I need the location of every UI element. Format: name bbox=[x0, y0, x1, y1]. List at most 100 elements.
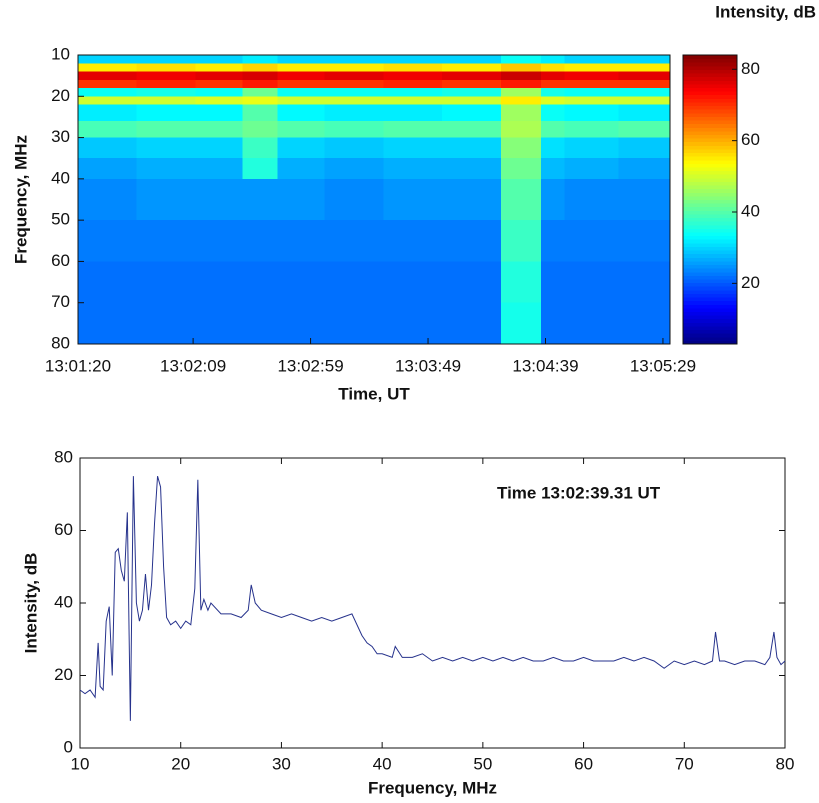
heatmap-cell bbox=[383, 63, 443, 72]
colorbar-cell bbox=[683, 307, 737, 312]
heatmap-cell bbox=[242, 88, 278, 97]
heatmap-cell bbox=[540, 137, 565, 159]
heatmap-cell bbox=[136, 302, 196, 344]
heatmap-cell bbox=[136, 158, 196, 179]
x-tick-label: 13:01:20 bbox=[45, 356, 111, 375]
heatmap-cell bbox=[618, 88, 670, 97]
colorbar-cell bbox=[683, 235, 737, 240]
colorbar-cell bbox=[683, 210, 737, 215]
colorbar-cell bbox=[683, 105, 737, 110]
heatmap-cell bbox=[618, 63, 670, 72]
heatmap-cell bbox=[78, 79, 137, 89]
heatmap-cell bbox=[242, 302, 278, 344]
y-tick-label: 20 bbox=[51, 86, 70, 105]
x-tick-label: 13:02:59 bbox=[277, 356, 343, 375]
x-tick-label: 40 bbox=[373, 754, 392, 773]
heatmap-cell bbox=[540, 220, 565, 262]
plot-frame bbox=[77, 54, 671, 345]
heatmap-cell bbox=[242, 55, 278, 64]
colorbar-cell bbox=[683, 127, 737, 132]
heatmap-cell bbox=[242, 261, 278, 303]
heatmap-cell bbox=[195, 55, 243, 64]
heatmap-cell bbox=[540, 88, 565, 97]
heatmap-cell bbox=[324, 220, 384, 262]
heatmap-cell bbox=[78, 302, 137, 344]
heatmap-cell bbox=[195, 121, 243, 138]
heatmap-cell bbox=[540, 55, 565, 64]
colorbar-cell bbox=[683, 87, 737, 92]
x-tick-label: 20 bbox=[171, 754, 190, 773]
colorbar-cell bbox=[683, 264, 737, 269]
heatmap-cell bbox=[324, 79, 384, 89]
heatmap-cell bbox=[540, 302, 565, 344]
heatmap-cell bbox=[540, 104, 565, 122]
heatmap-cell bbox=[136, 96, 196, 105]
heatmap-cell bbox=[78, 96, 137, 105]
colorbar-cell bbox=[683, 304, 737, 309]
heatmap-cell bbox=[195, 88, 243, 97]
heatmap-cell bbox=[242, 137, 278, 159]
heatmap-cell bbox=[540, 63, 565, 72]
heatmap-cell bbox=[564, 220, 619, 262]
x-tick-label: 30 bbox=[272, 754, 291, 773]
heatmap-cell bbox=[442, 104, 501, 122]
heatmap-cell bbox=[500, 178, 541, 221]
heatmap-cell bbox=[195, 220, 243, 262]
colorbar-tick-label: 80 bbox=[741, 59, 760, 78]
heatmap-cell bbox=[195, 71, 243, 80]
x-axis-label: Frequency, MHz bbox=[368, 778, 497, 797]
heatmap-cell bbox=[383, 261, 443, 303]
colorbar-cell bbox=[683, 170, 737, 175]
heatmap-cell bbox=[442, 79, 501, 89]
heatmap-cell bbox=[564, 71, 619, 80]
heatmap-cell bbox=[500, 79, 541, 89]
colorbar-cell bbox=[683, 163, 737, 168]
heatmap-cell bbox=[618, 79, 670, 89]
y-tick-label: 0 bbox=[64, 737, 73, 756]
heatmap-cell bbox=[242, 220, 278, 262]
colorbar-cell bbox=[683, 271, 737, 276]
colorbar-cell bbox=[683, 257, 737, 262]
heatmap-cell bbox=[277, 261, 325, 303]
heatmap-cell bbox=[277, 63, 325, 72]
heatmap-cell bbox=[324, 88, 384, 97]
heatmap-cell bbox=[277, 178, 325, 221]
heatmap-cell bbox=[277, 96, 325, 105]
heatmap-cell bbox=[564, 302, 619, 344]
y-tick-label: 20 bbox=[54, 665, 73, 684]
heatmap-cell bbox=[383, 71, 443, 80]
colorbar-cell bbox=[683, 242, 737, 247]
heatmap-cell bbox=[78, 261, 137, 303]
y-tick-label: 80 bbox=[51, 333, 70, 352]
heatmap-cell bbox=[242, 158, 278, 179]
colorbar-cell bbox=[683, 192, 737, 197]
heatmap-cell bbox=[383, 137, 443, 159]
x-axis-label: Time, UT bbox=[338, 384, 410, 403]
heatmap-cell bbox=[540, 158, 565, 179]
heatmap-cell bbox=[195, 261, 243, 303]
colorbar-cell bbox=[683, 148, 737, 154]
colorbar-cell bbox=[683, 181, 737, 186]
colorbar-cell bbox=[683, 152, 737, 157]
heatmap-cell bbox=[324, 55, 384, 64]
heatmap-cell bbox=[442, 261, 501, 303]
colorbar-cell bbox=[683, 76, 737, 81]
heatmap-cell bbox=[500, 55, 541, 64]
plot-frame bbox=[79, 457, 786, 749]
annotation: Time 13:02:39.31 UT bbox=[497, 483, 661, 502]
colorbar-cell bbox=[683, 91, 737, 96]
heatmap-cell bbox=[277, 88, 325, 97]
heatmap-cell bbox=[324, 63, 384, 72]
colorbar-cell bbox=[683, 156, 737, 161]
colorbar-cell bbox=[683, 69, 737, 74]
colorbar-cell bbox=[683, 250, 737, 255]
colorbar-cell bbox=[683, 278, 737, 284]
heatmap-cell bbox=[324, 302, 384, 344]
colorbar-cell bbox=[683, 246, 737, 251]
heatmap-cell bbox=[277, 220, 325, 262]
colorbar-cell bbox=[683, 322, 737, 327]
heatmap-cell bbox=[618, 178, 670, 221]
heatmap-cell bbox=[383, 121, 443, 138]
